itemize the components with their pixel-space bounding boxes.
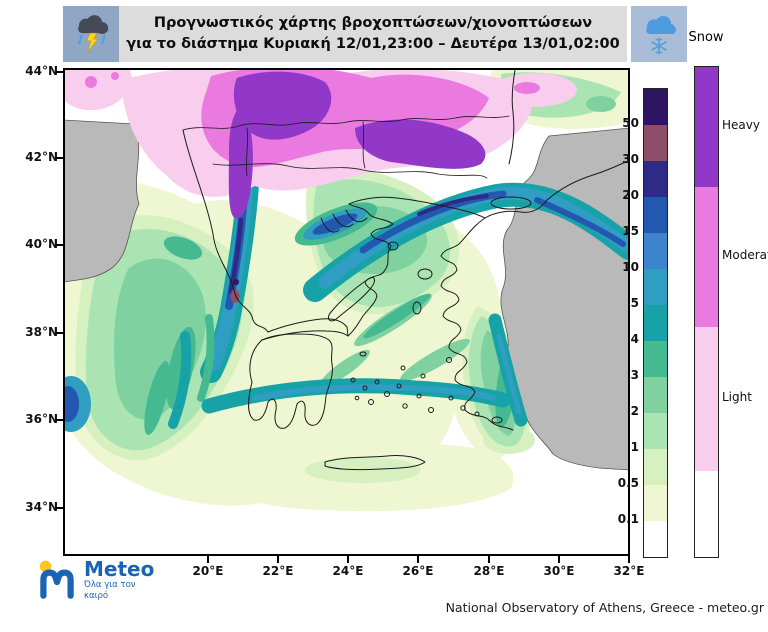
lon-tick-mark (558, 556, 560, 563)
snow-legend-label: Moderate (722, 248, 768, 262)
lon-tick-label: 28°E (473, 564, 505, 578)
lat-tick-mark (56, 419, 63, 421)
storm-icon-graphic (77, 15, 109, 53)
snow-legend-label: Heavy (722, 118, 760, 132)
snow-color-block (695, 327, 718, 471)
lon-tick-mark (207, 556, 209, 563)
rain-color-block (644, 125, 667, 161)
rain-color-block (644, 413, 667, 449)
rain-color-block (644, 161, 667, 197)
rain-color-block (644, 89, 667, 125)
snow-color-block (695, 471, 718, 557)
rain-legend-value: 10 (622, 260, 639, 274)
rain-legend-value: 1 (630, 440, 639, 454)
brand-name: Meteo (84, 557, 155, 581)
lat-tick-mark (56, 507, 63, 509)
rain-legend-value: 2 (630, 404, 639, 418)
lon-tick-mark (488, 556, 490, 563)
snow-legend-title: Snow (688, 30, 724, 45)
rain-color-block (644, 449, 667, 485)
rain-legend-value: 50 (622, 116, 639, 130)
map-area (63, 68, 630, 556)
snow-color-block (695, 67, 718, 187)
snow-colorbar (694, 66, 719, 558)
rain-legend-value: 4 (630, 332, 639, 346)
rain-color-block (644, 305, 667, 341)
lon-tick-mark (347, 556, 349, 563)
lon-tick-label: 20°E (192, 564, 224, 578)
brand-text-block: Meteo Όλα για τον καιρό (84, 558, 154, 601)
meteo-logo: Meteo Όλα για τον καιρό (36, 558, 154, 604)
snow-cloud-snowflake-icon (631, 6, 687, 62)
rain-legend-value: 15 (622, 224, 639, 238)
credit-text: National Observatory of Athens, Greece -… (445, 600, 764, 615)
coastlines (182, 69, 630, 471)
rain-legend-value: 5 (630, 296, 639, 310)
rain-legend-value: 20 (622, 188, 639, 202)
lat-tick-label: 44°N (25, 64, 58, 78)
rain-legend-value: 3 (630, 368, 639, 382)
snow-legend-label: Light (722, 390, 752, 404)
lon-tick-label: 26°E (402, 564, 434, 578)
lon-tick-mark (277, 556, 279, 563)
rain-color-block (644, 197, 667, 233)
title-line-1: Προγνωστικός χάρτης βροχοπτώσεων/χιονοπτ… (153, 14, 593, 31)
lon-tick-mark (628, 556, 630, 563)
lat-tick-mark (56, 244, 63, 246)
lat-tick-label: 34°N (25, 500, 58, 514)
title-line-2: για το διάστημα Κυριακή 12/01,23:00 – Δε… (126, 36, 620, 52)
rain-legend-value: 0.5 (617, 476, 639, 490)
lon-tick-label: 30°E (543, 564, 575, 578)
brand-tagline: Όλα για τον καιρό (84, 580, 136, 601)
rain-color-block (644, 233, 667, 269)
rain-color-block (644, 269, 667, 305)
rain-color-block (644, 341, 667, 377)
lon-tick-label: 24°E (332, 564, 364, 578)
snow-color-block (695, 187, 718, 327)
rain-color-block (644, 377, 667, 413)
rain-legend-value: 0.1 (617, 512, 639, 526)
rain-legend-value: 30 (622, 152, 639, 166)
lon-tick-label: 22°E (262, 564, 294, 578)
map-title: Προγνωστικός χάρτης βροχοπτώσεων/χιονοπτ… (119, 6, 627, 62)
lon-tick-mark (417, 556, 419, 563)
storm-cloud-lightning-icon (63, 6, 119, 62)
rain-colorbar (643, 88, 668, 558)
rain-band-cores (63, 208, 367, 432)
lon-tick-label: 32°E (613, 564, 645, 578)
map-frame (63, 68, 630, 556)
lat-tick-mark (56, 332, 63, 334)
lat-tick-mark (56, 157, 63, 159)
lat-tick-label: 42°N (25, 150, 58, 164)
lat-tick-label: 40°N (25, 237, 58, 251)
meteo-logo-mark (39, 560, 74, 599)
header-banner: Προγνωστικός χάρτης βροχοπτώσεων/χιονοπτ… (63, 6, 687, 62)
rain-color-block (644, 521, 667, 557)
precipitation-map (63, 68, 630, 556)
lat-tick-mark (56, 71, 63, 73)
rain-color-block (644, 485, 667, 521)
lat-tick-label: 38°N (25, 325, 58, 339)
lat-tick-label: 36°N (25, 412, 58, 426)
snow-icon-graphic (646, 16, 677, 55)
